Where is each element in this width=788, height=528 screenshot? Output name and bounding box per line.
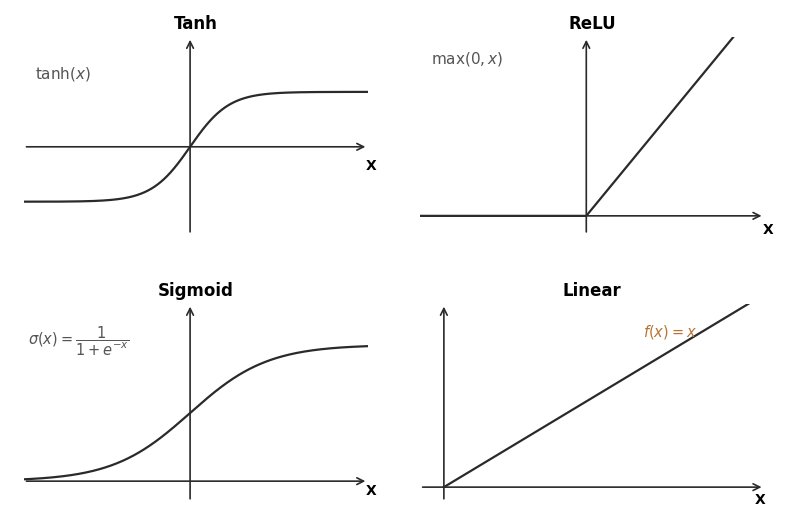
Text: $\sigma(x) = \dfrac{1}{1+e^{-x}}$: $\sigma(x) = \dfrac{1}{1+e^{-x}}$ <box>28 325 129 359</box>
Text: Tanh: Tanh <box>174 15 217 33</box>
Text: X: X <box>366 159 377 173</box>
Text: Sigmoid: Sigmoid <box>158 282 234 300</box>
Text: $\mathrm{tanh}(x)$: $\mathrm{tanh}(x)$ <box>35 65 91 83</box>
Text: X: X <box>763 223 773 237</box>
Text: Linear: Linear <box>563 282 622 300</box>
Text: $f(x) = x$: $f(x) = x$ <box>642 323 697 342</box>
Text: $\max(0, x)$: $\max(0, x)$ <box>432 50 504 68</box>
Text: X: X <box>366 484 377 498</box>
Text: X: X <box>755 493 765 507</box>
Text: ReLU: ReLU <box>568 15 616 33</box>
